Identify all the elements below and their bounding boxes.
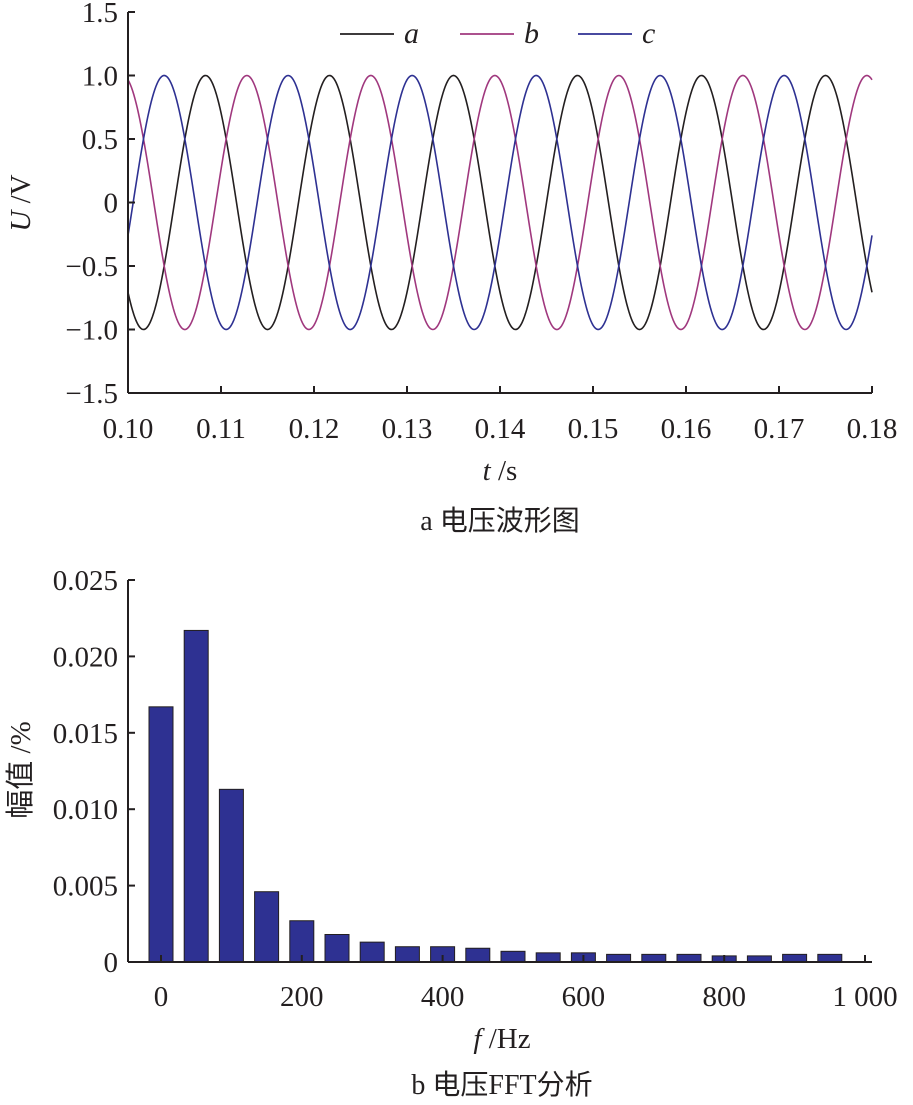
fft-x-axis-label: f /Hz [473, 1023, 530, 1055]
waveform-y-tick-label: 1.0 [82, 61, 118, 93]
fft-bar [183, 629, 209, 963]
series-a-line [127, 74, 873, 331]
waveform-x-tick-label: 0.16 [661, 413, 712, 445]
waveform-legend: a b c [340, 17, 655, 50]
fft-bars-group [148, 629, 843, 963]
waveform-x-axis-label-symbol: t [483, 455, 492, 487]
fft-bar [782, 953, 808, 963]
waveform-tick-labels: 1.5 1.0 0.5 0 −0.5 −1.0 −1.50.10 0.11 0.12 0.13 0.… [65, 0, 897, 445]
fft-x-tick-label: 400 [421, 981, 465, 1013]
series-b-line [127, 74, 873, 331]
waveform-y-tick-label: 0.5 [82, 124, 118, 156]
waveform-series-group [127, 74, 873, 331]
fft-x-tick-label: 1 000 [832, 981, 897, 1013]
waveform-x-tick-label: 0.10 [103, 413, 154, 445]
fft-y-tick-label: 0.025 [53, 565, 118, 597]
fft-y-tick-label: 0.015 [53, 718, 118, 750]
waveform-x-tick-label: 0.13 [382, 413, 433, 445]
fft-x-tick-label: 600 [562, 981, 606, 1013]
fft-x-tick-label: 200 [280, 981, 324, 1013]
fft-tick-labels: 0.025 0.020 0.015 0.010 0.005 0 0 200 400 600 800 1… [53, 565, 898, 1013]
fft-bar [359, 941, 385, 963]
voltage-waveform-chart: 1.5 1.0 0.5 0 −0.5 −1.0 −1.50.10 0.11 0.12 0.13 0.… [5, 0, 897, 537]
fft-caption: b 电压FFT分析 [411, 1069, 592, 1101]
waveform-x-axis-label-unit: /s [491, 455, 518, 487]
waveform-axes [127, 11, 873, 394]
fft-y-axis-label: 幅值 /% [4, 721, 37, 818]
fft-bar [148, 706, 174, 963]
fft-bar [535, 952, 561, 963]
waveform-x-tick-label: 0.18 [847, 413, 898, 445]
waveform-x-tick-label: 0.12 [289, 413, 340, 445]
legend-c-label: c [642, 17, 655, 50]
waveform-y-axis-label-symbol: U [5, 209, 37, 232]
waveform-x-tick-label: 0.17 [754, 413, 805, 445]
legend-b-label: b [524, 17, 539, 50]
fft-bar [641, 953, 667, 963]
waveform-y-tick-label: 0 [104, 188, 119, 220]
waveform-x-tick-label: 0.11 [196, 413, 246, 445]
waveform-y-axis-label-unit: /V [5, 174, 37, 210]
fft-x-axis-label-unit: /Hz [481, 1023, 530, 1055]
fft-bar [817, 953, 843, 963]
waveform-y-tick-label: −1.0 [65, 315, 118, 347]
waveform-y-tick-label: −1.5 [65, 378, 118, 410]
fft-x-tick-label: 0 [154, 981, 169, 1013]
fft-bar [500, 950, 526, 963]
fft-bar-chart: 0.025 0.020 0.015 0.010 0.005 0 0 200 400 600 800 1… [4, 565, 898, 1101]
fft-bar [394, 946, 420, 963]
fft-bar [676, 953, 702, 963]
waveform-x-tick-label: 0.15 [568, 413, 619, 445]
fft-bar [465, 947, 491, 963]
fft-y-tick-label: 0.005 [53, 871, 118, 903]
waveform-y-axis-label: U /V [5, 174, 37, 231]
fft-y-tick-label: 0.020 [53, 641, 118, 673]
fft-bar [606, 953, 632, 963]
series-c-line [127, 74, 873, 331]
fft-bar [254, 891, 280, 963]
fft-bar [218, 788, 244, 963]
fft-bar [324, 933, 350, 963]
fft-axes [127, 579, 872, 963]
waveform-x-axis-label: t /s [483, 455, 518, 487]
legend-a-label: a [404, 17, 419, 50]
fft-y-tick-label: 0 [104, 947, 119, 979]
fft-y-tick-label: 0.010 [53, 794, 118, 826]
waveform-y-tick-label: 1.5 [82, 0, 118, 29]
waveform-y-tick-label: −0.5 [65, 251, 118, 283]
waveform-caption: a 电压波形图 [420, 505, 579, 537]
waveform-x-tick-label: 0.14 [475, 413, 526, 445]
fft-x-tick-label: 800 [702, 981, 746, 1013]
